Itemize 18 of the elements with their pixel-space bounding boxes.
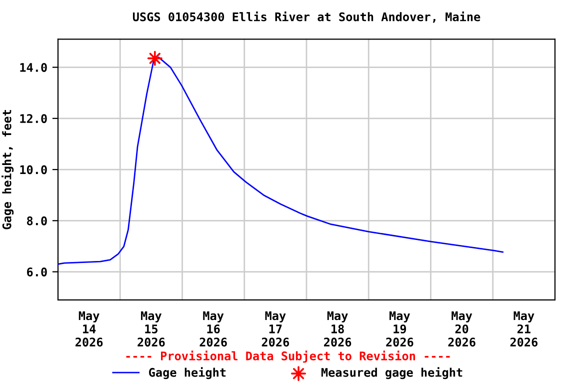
x-tick-label: May 15 2026 — [138, 311, 165, 347]
y-tick-label: 6.0 — [27, 268, 47, 276]
y-tick-label: 10.0 — [20, 165, 47, 174]
legend-label: Gage height — [149, 367, 226, 380]
x-tick-label: May 16 2026 — [200, 311, 227, 347]
chart-title: USGS 01054300 Ellis River at South Andover, Maine — [132, 12, 480, 23]
x-tick-label: May 20 2026 — [448, 311, 476, 347]
y-tick-label: 14.0 — [20, 63, 47, 72]
x-tick-label: May 19 2026 — [386, 311, 414, 347]
text: ---- Provisional Data Subject to Revision ---- — [126, 350, 450, 363]
x-tick-label: May 17 2026 — [262, 311, 290, 347]
x-tick-label: May 14 2026 — [76, 311, 103, 347]
x-tick-label: May 21 2026 — [510, 311, 538, 347]
legend-label: Measured gage height — [321, 367, 462, 380]
y-tick-label: 12.0 — [20, 114, 47, 124]
y-tick-label: 8.0 — [27, 216, 47, 226]
x-tick-label: May 18 2026 — [324, 311, 352, 347]
y-axis-title: Gage height, feet — [2, 110, 14, 230]
